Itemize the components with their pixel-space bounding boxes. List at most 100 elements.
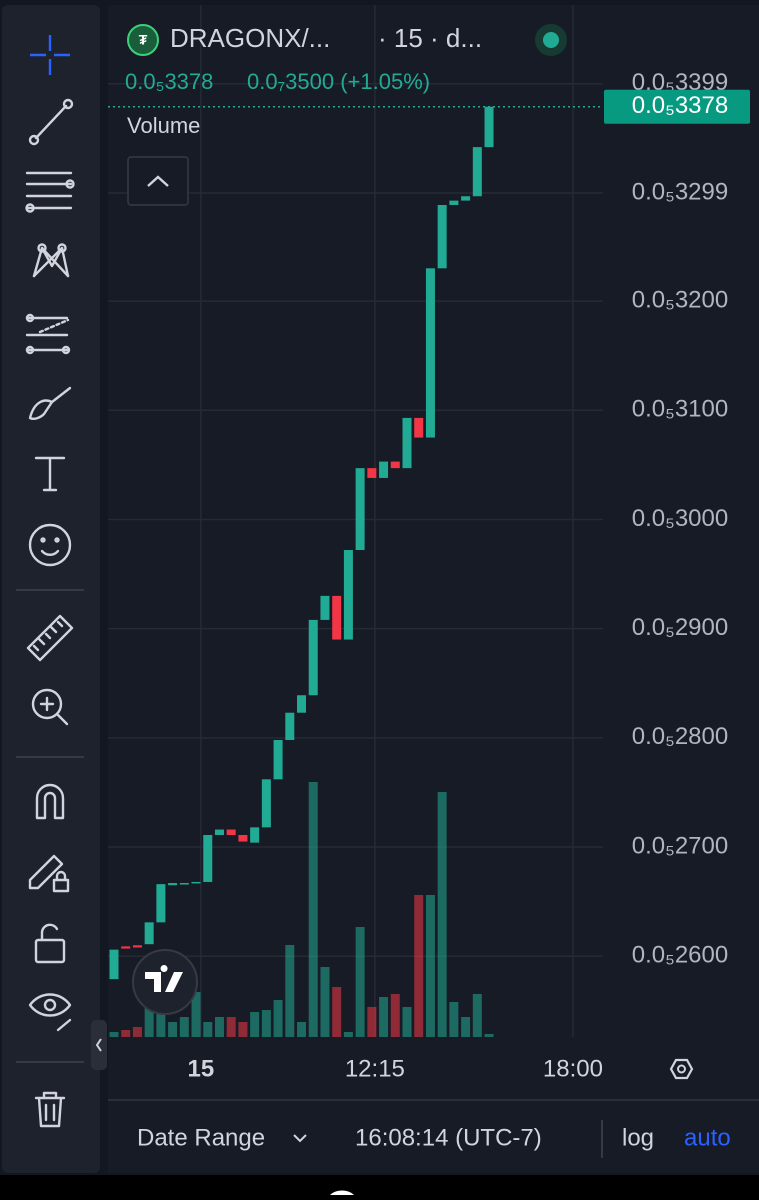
candle xyxy=(261,779,271,828)
crosshair-tool[interactable] xyxy=(30,35,70,75)
collapse-indicators[interactable] xyxy=(127,156,189,206)
candle xyxy=(273,740,283,780)
y-tick-label: 0.0₅3000 xyxy=(632,505,728,532)
volume-bar xyxy=(461,1017,471,1037)
system-bar xyxy=(0,1175,759,1200)
logo xyxy=(132,949,198,1015)
delete-tool[interactable] xyxy=(34,1091,66,1128)
volume-bar xyxy=(156,1012,166,1037)
ruler-tool[interactable] xyxy=(26,614,74,662)
volume-bar xyxy=(414,895,424,1037)
volume-bar xyxy=(285,945,295,1037)
volume-label: Volume xyxy=(127,113,200,138)
candle xyxy=(214,829,224,836)
dropdown-arrow xyxy=(293,1134,307,1143)
y-tick-label: 0.0₅3100 xyxy=(632,396,728,423)
candle xyxy=(226,829,236,836)
settings[interactable] xyxy=(669,1058,694,1080)
visibility-tool[interactable] xyxy=(28,993,72,1032)
volume-bar xyxy=(484,1034,494,1037)
clock[interactable]: 16:08:14 (UTC-7) xyxy=(355,1124,542,1151)
x-tick-label: 12:15 xyxy=(345,1055,405,1082)
status-dot xyxy=(543,32,559,48)
text-tool[interactable] xyxy=(34,456,66,492)
volume-bar xyxy=(132,1027,142,1037)
candle xyxy=(168,883,178,886)
candle xyxy=(437,204,447,269)
date-range[interactable]: Date Range xyxy=(137,1124,265,1151)
forecast-tool[interactable] xyxy=(25,313,71,355)
zoom-tool[interactable] xyxy=(31,688,69,726)
candle xyxy=(472,147,482,197)
y-tick-label: 0.0₅2700 xyxy=(632,832,728,859)
home-indicator xyxy=(330,1190,354,1195)
candle xyxy=(425,268,435,438)
change: 0.0₇3500 (+1.05%) xyxy=(247,69,430,94)
volume-bar xyxy=(226,1017,236,1037)
log-toggle[interactable]: log xyxy=(622,1124,654,1151)
interval[interactable]: · 15 · d... xyxy=(378,23,482,53)
volume-bar xyxy=(238,1022,248,1037)
volume-bar xyxy=(168,1022,178,1037)
volume-bar xyxy=(273,1000,283,1037)
candle xyxy=(332,595,342,640)
candle xyxy=(402,417,412,469)
volume-bar xyxy=(261,1010,271,1037)
brush-tool[interactable] xyxy=(28,386,72,420)
logo-mark xyxy=(145,965,183,992)
candle xyxy=(203,835,213,882)
candle xyxy=(179,883,189,885)
candle xyxy=(308,619,318,696)
settings-dot xyxy=(677,1064,686,1074)
candle xyxy=(390,461,400,469)
chevron-up xyxy=(147,175,169,187)
auto-toggle[interactable]: auto xyxy=(684,1124,731,1151)
volume-bar xyxy=(191,992,201,1037)
volume-bar xyxy=(437,792,447,1037)
candle xyxy=(297,695,307,713)
candle xyxy=(109,949,119,980)
collapse-toolbar[interactable] xyxy=(91,1020,107,1070)
volume-bar xyxy=(109,1032,119,1037)
candle xyxy=(355,468,365,551)
volume-bar xyxy=(297,1022,307,1037)
volume-bar xyxy=(203,1022,213,1037)
lock-tool[interactable] xyxy=(34,923,66,964)
pattern-tool[interactable] xyxy=(32,243,70,278)
y-tick-label: 0.0₅2900 xyxy=(632,614,728,641)
lock-drawing-tool[interactable] xyxy=(28,854,70,893)
volume xyxy=(109,782,494,1037)
trendline-tool[interactable] xyxy=(28,98,74,146)
volume-bar xyxy=(320,967,330,1037)
volume-bar xyxy=(308,782,318,1037)
candle xyxy=(156,884,166,923)
emoji-tool[interactable] xyxy=(28,523,72,567)
y-tick-label: 0.0₅3200 xyxy=(632,286,728,313)
volume-bar xyxy=(214,1017,224,1037)
candle xyxy=(343,550,353,640)
candle xyxy=(367,468,377,478)
volume-bar xyxy=(379,997,389,1037)
grid xyxy=(108,5,603,1037)
volume-bar xyxy=(425,895,435,1037)
symbol-icon-mark: ₮ xyxy=(139,32,148,48)
volume-bar xyxy=(390,994,400,1037)
y-tick-label: 0.0₅2600 xyxy=(632,942,728,969)
symbol[interactable]: DRAGONX/... xyxy=(170,23,330,53)
volume-bar xyxy=(144,997,154,1037)
volume-bar xyxy=(402,1007,412,1037)
fib-tool[interactable] xyxy=(25,171,75,213)
symbol-icon xyxy=(127,24,159,56)
volume-bar xyxy=(343,1032,353,1037)
volume-bar xyxy=(355,927,365,1037)
y-tick-label: 0.0₅2800 xyxy=(632,723,728,750)
y-tick-label: 0.0₅3299 xyxy=(632,178,728,205)
volume-bar xyxy=(449,1002,459,1037)
magnet-tool[interactable] xyxy=(35,783,65,820)
candle xyxy=(414,417,424,438)
volume-bar xyxy=(332,987,342,1037)
candle xyxy=(379,461,389,478)
candle xyxy=(238,835,248,842)
volume-bar xyxy=(121,1030,131,1037)
